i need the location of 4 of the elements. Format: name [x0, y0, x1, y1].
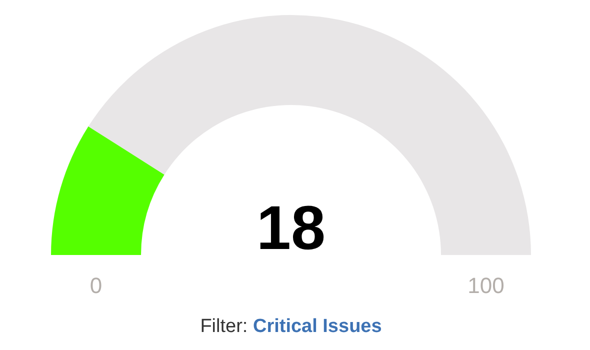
- text: Filter: Critical Issues: [200, 316, 382, 337]
- text: 100: [468, 273, 504, 298]
- text: 0: [90, 273, 102, 298]
- text: 18: [256, 194, 326, 263]
